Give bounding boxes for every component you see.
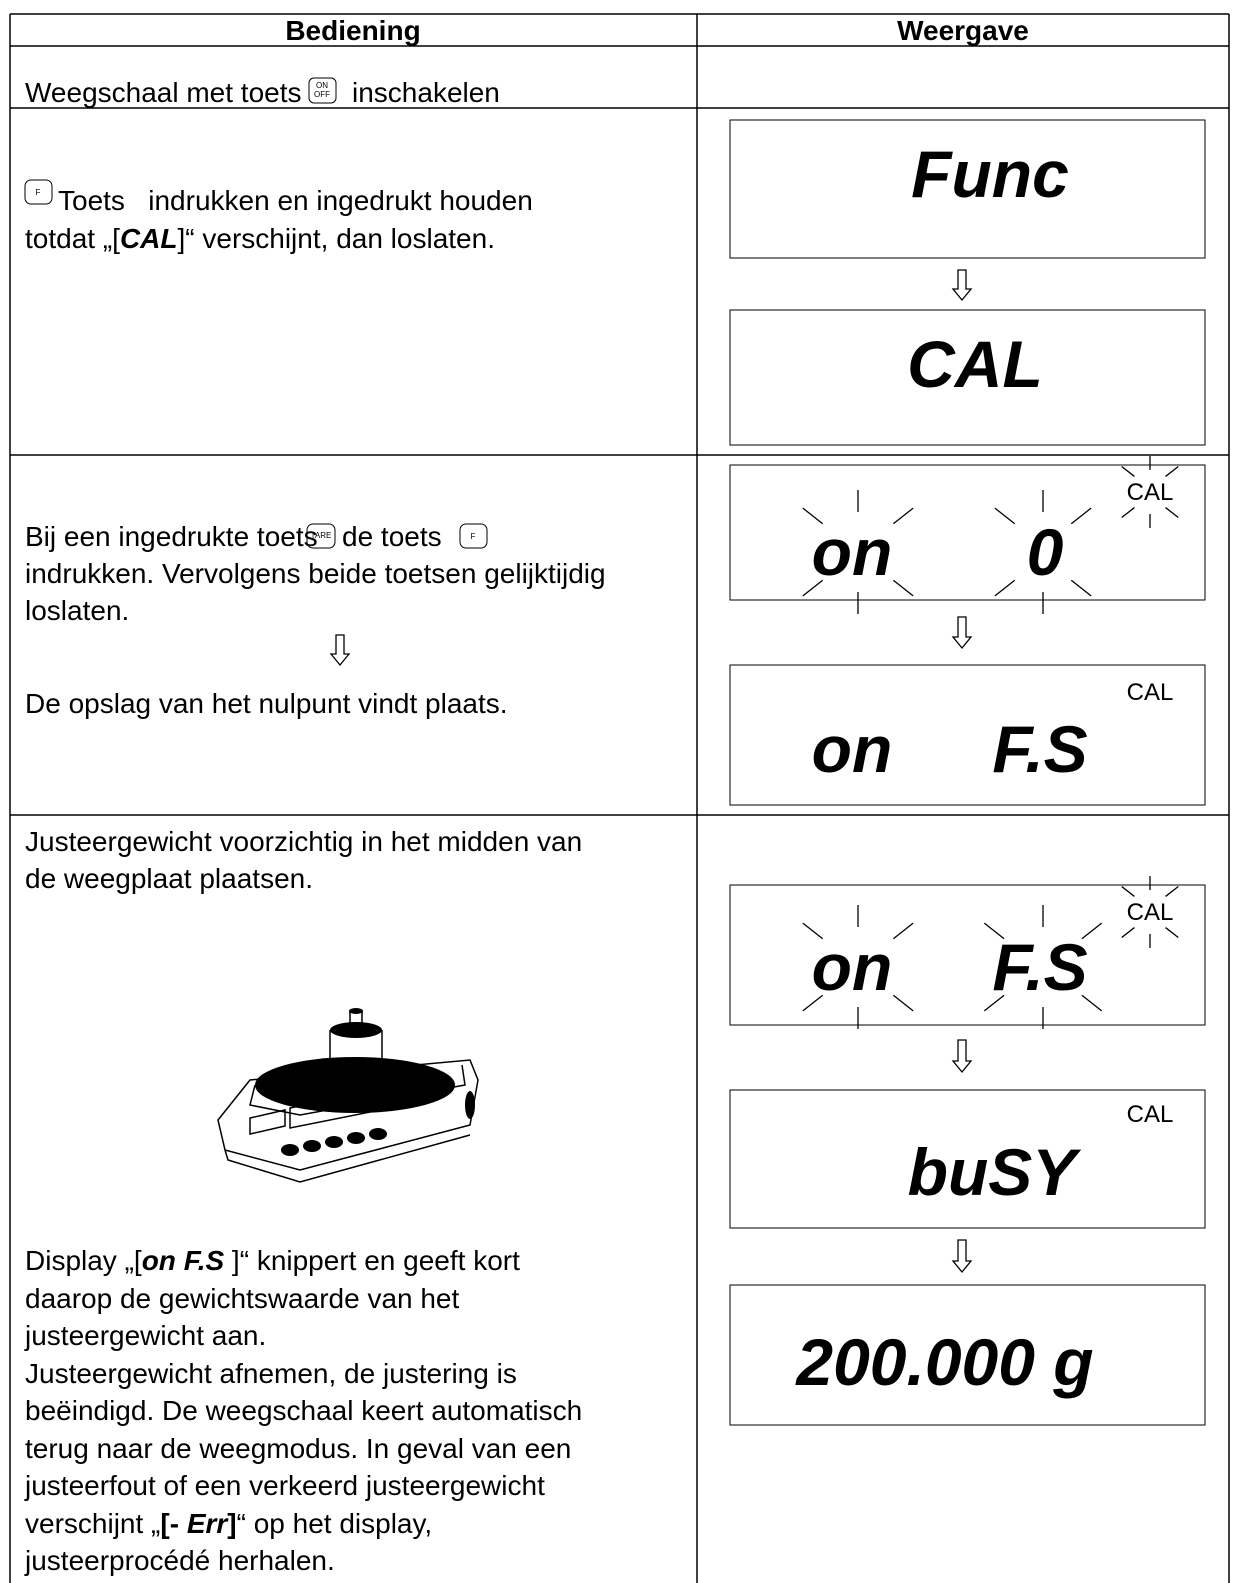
text: [- [160, 1508, 186, 1539]
text: ]“ knippert en geeft kort [224, 1245, 520, 1276]
blink-ray [983, 994, 1005, 1012]
blink-ray [1070, 579, 1092, 597]
table-grid [9, 13, 1230, 1583]
display-text: F.S [992, 712, 1087, 786]
header: Bediening [285, 15, 420, 46]
down-arrow [951, 269, 973, 302]
instruction: verschijnt „[- Err]“ op het display, [25, 1508, 432, 1539]
instruction: Weegschaal met toets [25, 77, 302, 108]
text: totdat „[ [25, 223, 120, 254]
text: verschijnt „ [25, 1508, 160, 1539]
instruction: totdat „[CAL]“ verschijnt, dan loslaten. [25, 223, 495, 254]
balance-illustration [217, 1008, 479, 1183]
blink-ray [1165, 466, 1179, 477]
text: on F.S [142, 1245, 225, 1276]
instruction: de weegplaat plaatsen. [25, 863, 313, 894]
blink-ray [1121, 466, 1135, 477]
instruction: justeerprocédé herhalen. [24, 1545, 335, 1576]
blink-ray [802, 922, 824, 940]
blink-ray [1121, 927, 1135, 938]
display-box [729, 464, 1206, 601]
blink-ray [994, 579, 1016, 597]
display-text: CAL [907, 327, 1043, 401]
display-box [729, 884, 1206, 1026]
instruction: justeergewicht aan. [24, 1320, 266, 1351]
display-text: 0 [1027, 515, 1064, 589]
down-arrow [951, 1239, 973, 1274]
blink-ray [1121, 886, 1135, 897]
key-label: F [471, 532, 476, 541]
blink-ray [1165, 886, 1179, 897]
display-box [729, 309, 1206, 446]
key-f: F [24, 179, 53, 205]
key-label: TARE [311, 531, 332, 540]
display-text: Func [911, 137, 1069, 211]
blink-ray [983, 922, 1005, 940]
blink-ray [1121, 507, 1135, 518]
display-indicator: CAL [1127, 1101, 1174, 1128]
instruction: Toets indrukken en ingedrukt houden [58, 185, 533, 216]
display-indicator: CAL [1127, 679, 1174, 706]
instruction: Bij een ingedrukte toets [25, 521, 318, 552]
instruction: justeerfout of een verkeerd justeergewic… [24, 1470, 545, 1501]
key-on-off: ON OFF [308, 77, 337, 104]
blink-ray [1081, 994, 1103, 1012]
down-arrow [951, 1039, 973, 1074]
instruction: beëindigd. De weegschaal keert automatis… [25, 1395, 582, 1426]
text: ] [227, 1508, 236, 1539]
key-tare: TARE [306, 523, 336, 549]
text: ]“ verschijnt, dan loslaten. [177, 223, 495, 254]
instruction: daarop de gewichtswaarde van het [25, 1283, 460, 1314]
blink-ray [892, 922, 914, 940]
key-f: F [459, 523, 488, 549]
instruction: indrukken. Vervolgens beide toetsen geli… [25, 558, 606, 589]
display-text: buSY [908, 1135, 1082, 1209]
key-label: ON [316, 81, 328, 90]
text: Display „[ [25, 1245, 142, 1276]
instruction: de toets [342, 521, 442, 552]
instruction: Justeergewicht voorzichtig in het midden… [25, 826, 582, 857]
display-box [729, 1284, 1206, 1426]
blink-ray [892, 579, 914, 597]
display-text: F.S [992, 930, 1087, 1004]
blink-ray [802, 579, 824, 597]
display-indicator: CAL [1127, 899, 1174, 926]
blink-ray [802, 507, 824, 525]
blink-ray [1081, 922, 1103, 940]
blink-ray [892, 994, 914, 1012]
display-box [729, 1089, 1206, 1229]
down-arrow [329, 634, 351, 667]
down-arrow [951, 616, 973, 650]
display-box [729, 119, 1206, 259]
blink-ray [1165, 927, 1179, 938]
blink-ray [1070, 507, 1092, 525]
instruction: Display „[on F.S ]“ knippert en geeft ko… [25, 1245, 520, 1276]
instruction: inschakelen [352, 77, 500, 108]
blink-ray [892, 507, 914, 525]
display-box [729, 664, 1206, 806]
instruction: Justeergewicht afnemen, de justering is [25, 1358, 517, 1389]
instruction: loslaten. [25, 595, 129, 626]
instruction: terug naar de weegmodus. In geval van ee… [25, 1433, 571, 1464]
display-text: 200.000 g [794, 1325, 1093, 1399]
key-label: OFF [314, 90, 330, 99]
display-text: on [812, 712, 893, 786]
text: Err [187, 1508, 230, 1539]
display-indicator: CAL [1127, 479, 1174, 506]
instruction: De opslag van het nulpunt vindt plaats. [25, 688, 508, 719]
key-label: F [36, 188, 41, 197]
blink-ray [1165, 507, 1179, 518]
blink-ray [994, 507, 1016, 525]
text: “ op het display, [237, 1508, 433, 1539]
display-text: on [812, 930, 893, 1004]
header: Weergave [897, 15, 1029, 46]
text: CAL [120, 223, 178, 254]
blink-ray [802, 994, 824, 1012]
display-text: on [812, 515, 893, 589]
